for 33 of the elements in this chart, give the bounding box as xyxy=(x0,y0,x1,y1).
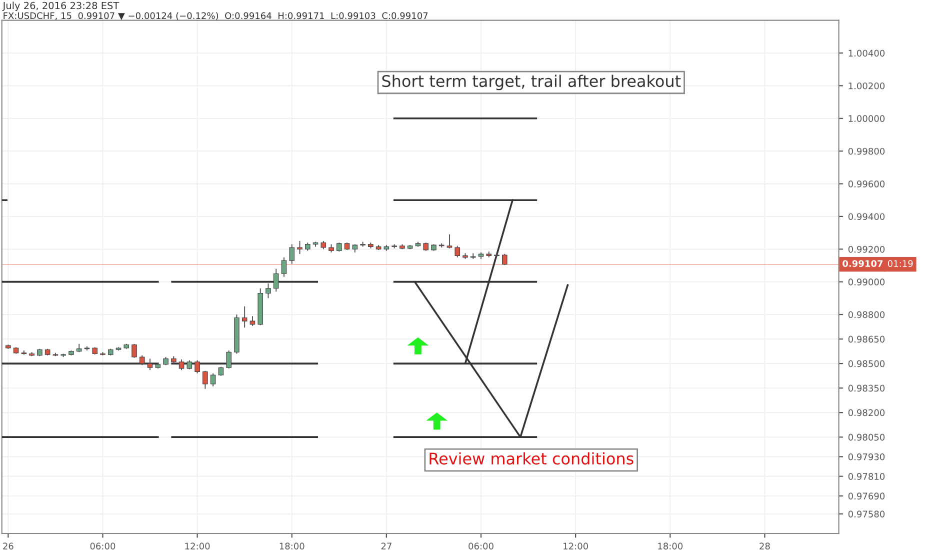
x-tick-label: 28 xyxy=(760,542,770,550)
y-tick-label: 0.98650 xyxy=(848,336,885,343)
y-tick-label: 1.00000 xyxy=(848,115,885,122)
y-tick-label: 0.99200 xyxy=(848,246,885,253)
y-tick-label: 0.97810 xyxy=(848,473,885,480)
y-tick-label: 0.98500 xyxy=(848,360,885,368)
x-tick-label: 18:00 xyxy=(280,542,304,550)
y-tick-label: 0.97930 xyxy=(848,453,885,460)
annotation: Short term target, trail after breakout xyxy=(382,74,681,90)
x-tick-label: 27 xyxy=(381,542,392,550)
x-tick-label: 06:00 xyxy=(468,542,494,550)
y-tick-label: 0.99600 xyxy=(848,180,885,188)
y-tick-label: 0.98200 xyxy=(848,409,885,416)
text: July 26, 2016 23:28 EST xyxy=(2,2,120,12)
y-tick-label: 0.98800 xyxy=(848,311,885,318)
x-tick-label: 12:00 xyxy=(185,542,210,550)
text: 01:19 xyxy=(888,260,913,267)
y-tick-label: 1.00200 xyxy=(848,82,885,90)
text: FX:USDCHF, 15 0.99107 ▼ −0.00124 (−0.12%) O:0.99164 H:0.99171 L:0.99103 C:0.99107 xyxy=(4,12,428,20)
x-tick-label: 12:00 xyxy=(564,542,588,550)
x-tick-label: 18:00 xyxy=(658,542,683,550)
x-tick-label: 26 xyxy=(3,542,14,550)
y-tick-label: 0.98050 xyxy=(848,434,885,441)
y-tick-label: 1.00400 xyxy=(848,50,885,57)
annotation: Review market conditions xyxy=(430,452,634,465)
y-tick-label: 0.99400 xyxy=(848,213,885,220)
y-tick-label: 0.99800 xyxy=(848,148,885,155)
y-tick-label: 0.97690 xyxy=(848,492,885,500)
y-tick-label: 0.98350 xyxy=(848,384,885,392)
ref-line-label: 0.99107 xyxy=(842,260,883,267)
y-tick-label: 0.99000 xyxy=(848,278,885,286)
x-tick-label: 06:00 xyxy=(90,542,116,550)
y-tick-label: 0.97580 xyxy=(848,510,885,518)
